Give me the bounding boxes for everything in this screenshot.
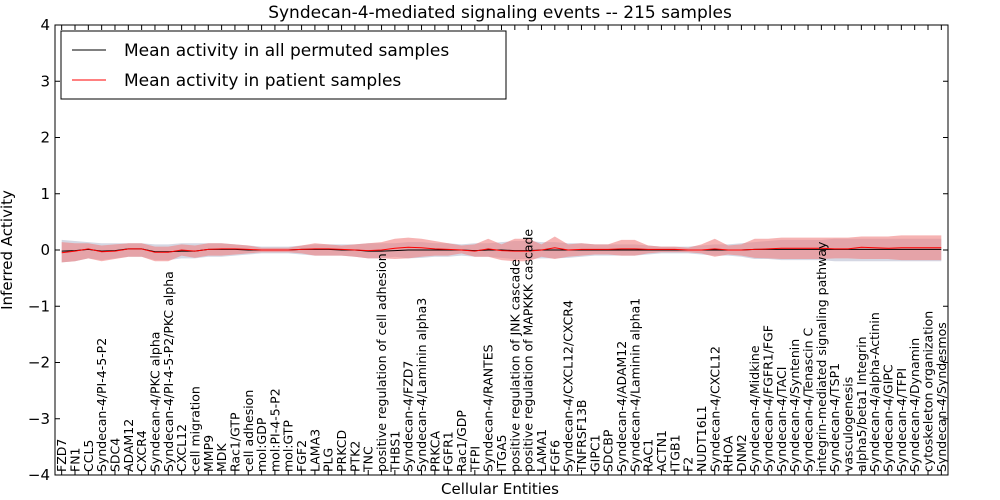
x-tick-label: Syndecan-4/Laminin alpha3 — [414, 298, 429, 472]
x-tick-label: ADAM12 — [121, 419, 136, 472]
x-tick-label: CXCL12 — [174, 424, 189, 472]
y-tick-label: −1 — [28, 297, 50, 315]
x-tick-label: Syndecan-4/FGFR1/FGF — [761, 325, 776, 472]
x-tick-label: PRKCA — [427, 431, 442, 472]
series-band-1 — [61, 235, 942, 263]
x-tick-label: FZD7 — [54, 439, 69, 472]
x-tick-label: Syndecan-4/Syndesmos — [934, 322, 949, 472]
x-tick-label: FN1 — [68, 448, 83, 473]
x-tick-label: RAC1 — [641, 439, 656, 472]
x-tick-label: FGF2 — [294, 440, 309, 472]
y-tick-label: −4 — [28, 466, 50, 484]
x-tick-label: RHOA — [721, 435, 736, 472]
x-tick-label: GIPC1 — [587, 434, 602, 472]
x-tick-label: FGF6 — [547, 440, 562, 472]
legend-label-permuted: Mean activity in all permuted samples — [124, 41, 449, 61]
series-line-1 — [61, 246, 942, 254]
x-tick-label: MDK — [214, 443, 229, 472]
y-tick-label: 2 — [40, 129, 50, 147]
x-tick-label: Syndecan-4/Tenascin C — [801, 327, 816, 472]
x-tick-label: Syndecan-4/TACI — [774, 367, 789, 472]
x-tick-label: integrin-mediated signaling pathway — [814, 241, 829, 472]
x-tick-label: Syndecan-4/GIPC — [881, 364, 896, 472]
x-tick-label: Syndecan-4/PI-4-5-P2/PKC alpha — [161, 271, 176, 472]
x-tick-label: mol:PI-4-5-P2 — [267, 388, 282, 472]
x-tick-label: LAMA3 — [307, 429, 322, 472]
legend: Mean activity in all permuted samples Me… — [60, 30, 507, 100]
legend-box — [60, 30, 507, 100]
x-tick-label: Syndecan-4/Dynamin — [907, 338, 922, 472]
x-tick-label: DNM2 — [734, 434, 749, 472]
x-tick-label: CCL5 — [81, 440, 96, 472]
plot-area — [61, 235, 942, 263]
y-tick-label: −2 — [28, 354, 50, 372]
x-tick-label: Syndecan-4/CXCL12/CXCR4 — [561, 300, 576, 472]
x-tick-label: CXCR4 — [134, 430, 149, 472]
x-tick-label: SDCBP — [601, 429, 616, 472]
x-tick-label: Syndecan-4/Midkine — [747, 345, 762, 472]
x-tick-label: cell adhesion — [241, 390, 256, 472]
x-tick-label: mol:GTP — [281, 420, 296, 472]
x-tick-label: Syndecan-4/RANTES — [481, 344, 496, 472]
x-tick-label: positive regulation of JNK cascade — [507, 259, 522, 472]
x-tick-label: Rac1/GDP — [454, 410, 469, 472]
x-tick-label: Syndecan-4/PKC alpha — [148, 332, 163, 472]
x-tick-label: positive regulation of cell adhesion — [374, 253, 389, 472]
y-tick-label: 3 — [40, 72, 50, 90]
x-tick-label: Rac1/GTP — [227, 412, 242, 472]
x-tick-label: Syndecan-4/ADAM12 — [614, 341, 629, 472]
y-tick-label: −3 — [28, 410, 50, 428]
y-tick-label: 0 — [40, 241, 50, 259]
x-axis: FZD7FN1CCL5Syndecan-4/PI-4-5-P2SDC4ADAM1… — [54, 25, 949, 475]
x-tick-label: Syndecan-4/FZD7 — [401, 361, 416, 472]
x-tick-label: mol:GDP — [254, 417, 269, 472]
x-tick-label: Syndecan-4/TSP1 — [827, 363, 842, 472]
x-tick-label: F2 — [681, 457, 696, 472]
x-tick-label: SDC4 — [108, 438, 123, 472]
x-tick-label: vasculogenesis — [841, 377, 856, 472]
x-tick-label: Syndecan-4/alpha-Actinin — [867, 312, 882, 472]
x-axis-label: Cellular Entities — [441, 480, 559, 498]
x-tick-label: Syndecan-4/Syntenin — [787, 339, 802, 472]
x-tick-label: Syndecan-4/TFPI — [894, 368, 909, 472]
x-tick-label: TFPI — [467, 446, 482, 473]
x-tick-label: positive regulation of MAPKKK cascade — [521, 229, 536, 472]
y-axis: 4 3 2 1 0 −1 −2 −3 −4 — [28, 16, 948, 484]
y-tick-label: 4 — [40, 16, 50, 34]
x-tick-label: PLG — [321, 448, 336, 472]
x-tick-label: Syndecan-4/PI-4-5-P2 — [94, 338, 109, 472]
legend-label-patient: Mean activity in patient samples — [124, 71, 401, 91]
x-tick-label: cell migration — [187, 386, 202, 472]
y-axis-label: Inferred Activity — [0, 190, 16, 310]
x-tick-label: THBS1 — [387, 431, 402, 473]
x-tick-label: FGFR1 — [441, 431, 456, 472]
x-tick-label: PTK2 — [347, 441, 362, 472]
y-tick-label: 1 — [40, 185, 50, 203]
chart-title: Syndecan-4-mediated signaling events -- … — [268, 3, 732, 23]
x-tick-label: MMP9 — [201, 435, 216, 472]
x-tick-label: TNC — [361, 446, 376, 473]
x-tick-label: Syndecan-4/Laminin alpha1 — [627, 298, 642, 472]
x-tick-label: TNFRSF13B — [574, 400, 589, 473]
x-tick-label: Syndecan-4/CXCL12 — [707, 346, 722, 472]
x-tick-label: PRKCD — [334, 430, 349, 472]
x-tick-label: NUDT16L1 — [694, 405, 709, 472]
x-tick-label: ACTN1 — [654, 430, 669, 472]
x-tick-label: ITGA5 — [494, 434, 509, 472]
x-tick-label: alpha5/beta1 Integrin — [854, 336, 869, 472]
x-tick-label: cytoskeleton organization — [921, 311, 936, 472]
x-tick-label: ITGB1 — [667, 434, 682, 472]
x-tick-label: LAMA1 — [534, 429, 549, 472]
